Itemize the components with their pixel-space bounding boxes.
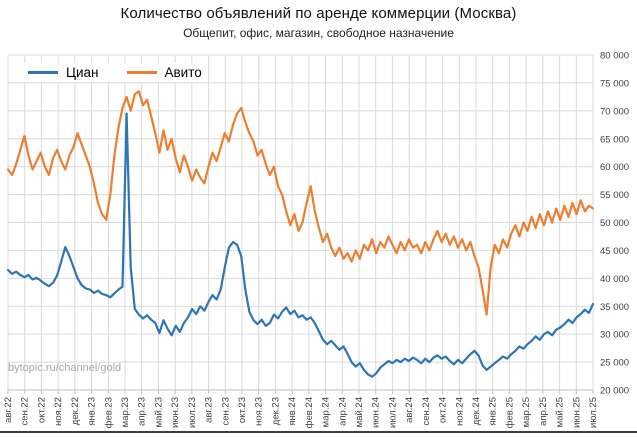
bottom-divider (0, 431, 637, 433)
x-tick-label: окт.22 (36, 397, 47, 423)
y-tick-label: 45 000 (600, 246, 629, 257)
chart-title: Количество объявлений по аренде коммерци… (120, 5, 517, 22)
x-tick-label: авг.24 (404, 397, 415, 423)
y-tick-label: 60 000 (600, 162, 629, 173)
x-tick-label: июн.24 (371, 397, 382, 428)
x-tick-label: фев.24 (304, 397, 315, 428)
x-tick-label: фев.25 (504, 397, 515, 428)
x-tick-label: авг.22 (3, 397, 14, 423)
x-tick-label: июл.24 (387, 397, 398, 428)
watermark-text: bytopic.ru/channel/gold (8, 362, 122, 374)
x-tick-label: янв.23 (87, 397, 98, 426)
x-tick-label: май.23 (153, 397, 164, 427)
y-tick-label: 70 000 (600, 106, 629, 117)
cian-line-swatch (28, 71, 58, 74)
y-tick-label: 55 000 (600, 190, 629, 201)
x-tick-label: янв.24 (287, 397, 298, 426)
x-tick-label: ноя.23 (254, 397, 265, 426)
legend-item-avito: Авито (126, 65, 202, 80)
x-tick-label: ноя.24 (454, 397, 465, 426)
x-tick-label: дек.22 (70, 397, 81, 425)
x-tick-label: июн.25 (571, 397, 582, 428)
x-tick-label: дек.23 (270, 397, 281, 425)
x-tick-label: дек.24 (471, 397, 482, 425)
y-tick-label: 40 000 (600, 274, 629, 285)
x-tick-label: май.25 (555, 397, 566, 427)
series-line-циан (6, 112, 595, 378)
x-tick-label: янв.25 (488, 397, 499, 426)
y-tick-label: 50 000 (600, 218, 629, 229)
y-tick-label: 80 000 (600, 51, 629, 62)
x-tick-label: июн.23 (170, 397, 181, 428)
x-tick-label: май.24 (354, 397, 365, 427)
x-tick-label: апр.24 (337, 397, 348, 426)
x-tick-label: июл.25 (588, 397, 599, 428)
x-tick-label: апр.23 (137, 397, 148, 426)
y-tick-label: 20 000 (600, 386, 629, 397)
x-tick-label: сен.22 (20, 397, 31, 426)
chart-legend: Циан Авито (22, 63, 208, 82)
x-tick-label: фев.23 (103, 397, 114, 428)
y-tick-label: 35 000 (600, 302, 629, 313)
y-tick-label: 25 000 (600, 358, 629, 369)
x-tick-label: окт.23 (237, 397, 248, 423)
x-tick-label: авг.23 (204, 397, 215, 423)
y-tick-label: 30 000 (600, 330, 629, 341)
x-tick-label: мар.25 (521, 397, 532, 427)
series-line-авито (6, 90, 595, 316)
x-tick-label: апр.25 (538, 397, 549, 426)
y-tick-label: 75 000 (600, 78, 629, 89)
x-tick-label: сен.24 (421, 397, 432, 426)
x-tick-label: июл.23 (187, 397, 198, 428)
x-tick-label: мар.23 (120, 397, 131, 427)
x-tick-label: сен.23 (220, 397, 231, 426)
y-tick-label: 65 000 (600, 134, 629, 145)
chart-subtitle: Общепит, офис, магазин, свободное назнач… (183, 26, 454, 40)
legend-label-avito: Авито (164, 65, 202, 80)
x-tick-label: ноя.22 (53, 397, 64, 426)
legend-item-cian: Циан (28, 65, 99, 80)
x-tick-label: мар.24 (321, 397, 332, 427)
x-tick-label: окт.24 (438, 397, 449, 423)
avito-line-swatch (126, 71, 157, 74)
legend-label-cian: Циан (66, 65, 99, 80)
